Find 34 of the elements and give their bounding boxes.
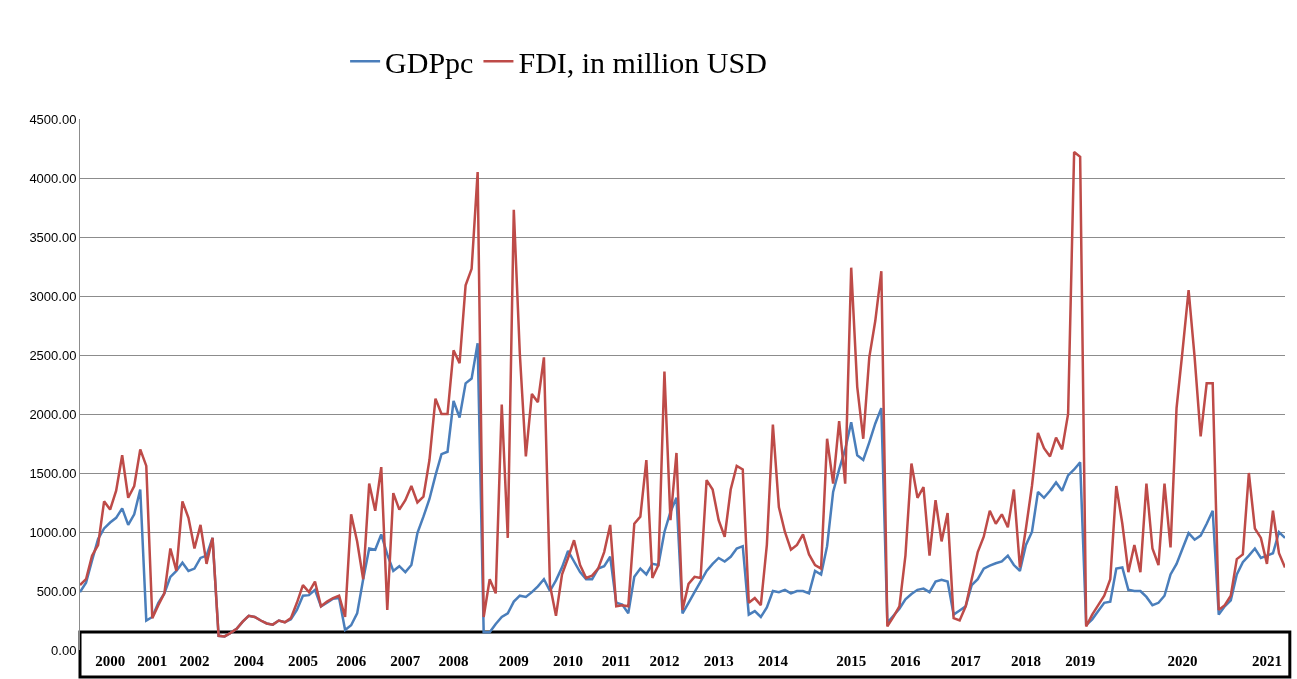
x-tick-label: 2007 — [390, 653, 421, 669]
y-tick-label: 3500.00 — [29, 229, 77, 245]
y-tick-label: 2500.00 — [29, 347, 77, 363]
x-tick-label: 2020 — [1167, 653, 1198, 669]
x-tick-label: 2002 — [179, 653, 210, 669]
legend-label: GDPpc — [385, 45, 474, 79]
y-tick-label: 2000.00 — [29, 406, 77, 422]
y-tick-label: 4500.00 — [29, 111, 77, 127]
x-tick-label: 2019 — [1065, 653, 1096, 669]
y-tick-label: 3000.00 — [29, 288, 77, 304]
x-tick-label: 2017 — [950, 653, 982, 669]
x-tick-label: 2009 — [498, 653, 529, 669]
y-tick-label: 4000.00 — [29, 170, 77, 186]
x-tick-label: 2021 — [1251, 653, 1282, 669]
x-tick-label: 2010 — [553, 653, 584, 669]
x-tick-label: 2015 — [836, 653, 867, 669]
x-tick-label: 2013 — [703, 653, 734, 669]
legend-label: FDI, in million USD — [518, 45, 767, 79]
x-tick-label: 2008 — [438, 653, 469, 669]
y-tick-label: 0.00 — [51, 642, 77, 658]
y-tick-label: 1500.00 — [29, 465, 77, 481]
x-tick-label: 2006 — [336, 653, 367, 669]
y-tick-label: 1000.00 — [29, 524, 77, 540]
x-tick-label: 2000 — [95, 653, 126, 669]
y-tick-label: 500.00 — [36, 583, 77, 599]
x-tick-label: 2012 — [649, 653, 680, 669]
x-tick-label: 2001 — [137, 653, 168, 669]
x-tick-label: 2004 — [233, 653, 265, 669]
x-tick-label: 2014 — [757, 653, 789, 669]
x-tick-label: 2005 — [287, 653, 318, 669]
x-tick-label: 2011 — [601, 653, 631, 669]
x-tick-label: 2016 — [890, 653, 921, 669]
line-series — [80, 150, 1285, 638]
x-tick-label: 2018 — [1010, 653, 1041, 669]
